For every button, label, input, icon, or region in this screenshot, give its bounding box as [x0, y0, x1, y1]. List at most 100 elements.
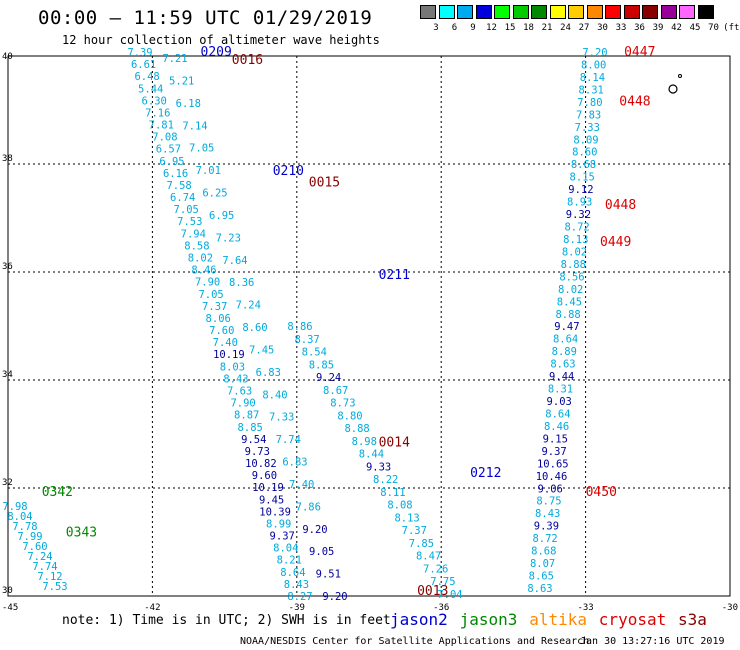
wave-height-value: 9.54	[241, 434, 266, 446]
wave-height-value: 8.93	[567, 197, 592, 209]
pass-time-label: 0211	[379, 268, 410, 283]
legend-swatch	[605, 5, 621, 19]
axis-labels: -45 -42 -39 -36 -33 -30 40 38 36 34 32 30	[2, 52, 738, 613]
wave-height-value: 9.24	[316, 372, 341, 384]
wave-height-value: 7.33	[269, 412, 294, 424]
legend-bin-label: 42	[671, 23, 682, 33]
wave-height-value: 8.64	[280, 567, 305, 579]
wave-height-value: 7.74	[32, 561, 57, 573]
wave-height-value: 7.16	[145, 107, 170, 119]
legend-swatch	[512, 5, 529, 19]
legend-swatch	[586, 5, 603, 19]
wave-height-value: 7.90	[230, 398, 255, 410]
pass-time-label: 0449	[600, 235, 631, 250]
legend-bin-label: 3	[433, 23, 439, 33]
satellite-legend-item: cryosat	[598, 610, 667, 629]
wave-height-value: 7.74	[276, 434, 301, 446]
wave-height-value: 7.85	[409, 538, 434, 550]
longitude-tick-label: -42	[144, 603, 160, 613]
wave-height-value: 8.72	[532, 533, 557, 545]
wave-height-value: 9.37	[541, 446, 566, 458]
wave-height-value: 8.47	[416, 551, 441, 563]
legend-bin-label: 15	[504, 23, 516, 33]
legend-swatch	[457, 5, 473, 19]
legend-bin-label: 33	[615, 23, 627, 33]
wave-height-value: 7.37	[402, 525, 427, 537]
wave-height-value: 8.75	[536, 496, 561, 508]
wave-height-value: 9.20	[302, 524, 327, 536]
wave-height-value: 8.65	[529, 571, 554, 583]
legend-swatch	[438, 5, 455, 19]
wave-height-value: 7.08	[152, 132, 177, 144]
wave-height-value: 7.86	[296, 501, 321, 513]
wave-height-value: 9.37	[270, 531, 295, 543]
wave-height-value: 6.18	[176, 98, 201, 110]
wave-height-value: 6.25	[202, 188, 227, 200]
wave-height-value: 8.40	[262, 389, 287, 401]
satellite-legend-item: jason3	[459, 610, 518, 629]
wave-height-value: 6.74	[170, 192, 195, 204]
wave-height-value: 7.80	[577, 97, 602, 109]
legend-bin-label: 12	[486, 23, 497, 33]
legend-swatch	[549, 5, 566, 19]
wave-height-value: 7.12	[37, 571, 62, 583]
legend-swatch	[679, 5, 695, 19]
wave-height-value: 6.83	[282, 457, 307, 469]
wave-height-value: 9.33	[366, 461, 391, 473]
wave-height-value: 6.61	[131, 59, 156, 71]
legend-swatch	[475, 5, 492, 19]
longitude-tick-label: -45	[2, 603, 18, 613]
pass-time-label: 0450	[586, 485, 617, 500]
longitude-tick-label: -39	[289, 603, 305, 613]
wave-height-value: 9.12	[568, 184, 593, 196]
pass-time-label: 0212	[470, 466, 501, 481]
wave-height-value: 8.43	[284, 579, 309, 591]
wave-height-value: 7.78	[12, 521, 37, 533]
wave-height-value: 7.40	[289, 479, 314, 491]
graticule	[8, 56, 730, 596]
legend-bin-label: 18	[523, 23, 534, 33]
pass-time-label: 0448	[619, 95, 650, 110]
latitude-tick-label: 30	[2, 586, 13, 596]
wave-height-value: 7.20	[582, 47, 607, 59]
wave-height-value: 7.21	[162, 53, 187, 65]
legend-swatch	[568, 5, 584, 19]
wave-height-value: 8.86	[287, 321, 312, 333]
wave-height-value: 7.53	[42, 581, 67, 593]
wave-height-value: 8.88	[555, 309, 580, 321]
wave-height-value: 8.11	[380, 487, 405, 499]
wave-height-value: 7.05	[189, 143, 214, 155]
wave-height-value: 9.45	[259, 494, 284, 506]
wave-height-value: 8.07	[530, 558, 555, 570]
wave-height-value: 8.67	[323, 385, 348, 397]
footer-note: note: 1) Time is in UTC; 2) SWH is in fe…	[62, 613, 391, 628]
legend-bin-label: 21	[541, 23, 553, 33]
pass-time-label: 0015	[309, 176, 340, 191]
legend-bin-label: 70	[708, 23, 719, 33]
wave-height-value: 8.08	[387, 500, 412, 512]
map-frame	[7, 55, 731, 597]
wave-height-value: 8.37	[294, 334, 319, 346]
legend-swatch	[420, 5, 436, 19]
wave-height-value: 8.85	[309, 359, 334, 371]
wave-height-value: 8.68	[531, 546, 556, 558]
pass-time-label: 0447	[624, 45, 655, 60]
island-marker	[668, 74, 682, 94]
wave-height-value: 7.01	[196, 165, 221, 177]
wave-height-value: 9.03	[547, 396, 572, 408]
wave-height-value: 8.63	[527, 583, 552, 595]
wave-height-value: 8.45	[557, 296, 582, 308]
latitude-tick-label: 38	[2, 154, 13, 164]
legend-swatch	[660, 5, 677, 19]
wave-height-value: 10.65	[537, 458, 569, 470]
wave-height-value: 7.24	[27, 551, 52, 563]
wave-height-value: 7.94	[181, 228, 206, 240]
pass-time-label: 0342	[42, 485, 73, 500]
wave-height-value: 7.39	[127, 47, 152, 59]
wave-height-value: 7.26	[423, 564, 448, 576]
pass-time-label: 0013	[417, 584, 448, 599]
wave-height-value: 7.53	[177, 216, 202, 228]
wave-height-value: 7.81	[149, 120, 174, 132]
legend-swatch	[531, 5, 547, 19]
wave-height-value: 8.22	[373, 474, 398, 486]
